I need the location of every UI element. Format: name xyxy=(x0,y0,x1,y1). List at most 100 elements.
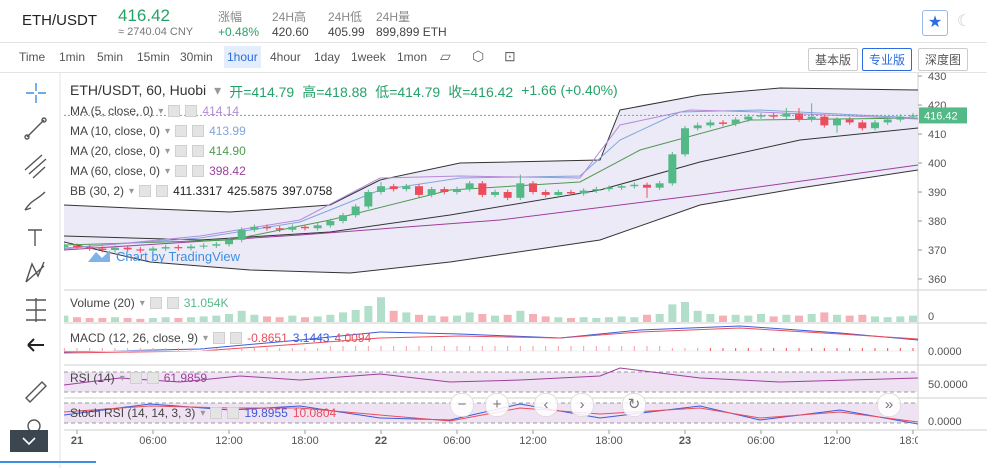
tool-icon[interactable]: ▱ xyxy=(440,48,451,64)
indicator-close[interactable] xyxy=(192,145,205,157)
interval-button[interactable]: 1hour xyxy=(224,46,261,68)
candle-body xyxy=(212,244,221,246)
volume-bar xyxy=(187,317,195,322)
view-button[interactable]: 专业版 xyxy=(862,48,913,71)
bb-lower xyxy=(64,169,918,274)
indicator-label: RSI (14) xyxy=(70,371,115,385)
candle-body xyxy=(693,125,702,129)
indicator-settings[interactable] xyxy=(175,165,188,177)
candle-body xyxy=(896,116,905,120)
zoom-out[interactable]: − xyxy=(450,393,474,417)
indicator-value: 425.5875 xyxy=(227,184,278,198)
stat-label: 24H低 xyxy=(328,10,363,24)
indicator-menu: ▾ xyxy=(203,332,209,344)
candle-body xyxy=(339,215,347,222)
volume-bar xyxy=(795,315,803,322)
divider xyxy=(0,72,987,73)
x-tick-label: 12:00 xyxy=(519,435,547,447)
candle-body xyxy=(567,192,575,194)
volume-bar xyxy=(820,312,829,322)
scroll-left[interactable]: ‹ xyxy=(534,393,558,417)
indicator-close[interactable] xyxy=(192,125,205,137)
favorite-button[interactable]: ★ xyxy=(922,10,948,36)
candle-body xyxy=(630,184,639,187)
tool-icon[interactable]: ⊡ xyxy=(504,48,516,64)
volume-bar xyxy=(250,314,259,322)
candle-body xyxy=(909,115,917,117)
indicator-settings[interactable] xyxy=(210,407,223,419)
indicator-settings[interactable] xyxy=(175,145,188,157)
candle-body xyxy=(782,113,791,117)
volume-bar xyxy=(440,316,449,322)
drawing-tools xyxy=(24,83,47,433)
indicator-settings[interactable] xyxy=(149,297,162,309)
legend-ohlc: 低=414.79 xyxy=(375,84,441,100)
candle-body xyxy=(579,190,588,194)
x-tick-label: 06:00 xyxy=(747,435,775,447)
candle-body xyxy=(136,249,145,251)
interval-button[interactable]: Time xyxy=(19,50,46,64)
candle-body xyxy=(85,247,94,249)
indicator-close[interactable] xyxy=(166,297,179,309)
volume-bar xyxy=(402,312,411,322)
indicator-settings[interactable] xyxy=(139,185,152,197)
volume-bar xyxy=(858,314,867,322)
view-button[interactable]: 深度图 xyxy=(918,48,969,71)
pane-axis-label: 0.0000 xyxy=(928,346,962,358)
indicator-close[interactable] xyxy=(146,372,159,384)
indicator-settings[interactable] xyxy=(129,372,142,384)
candle-body xyxy=(161,247,170,249)
interval-button[interactable]: 4hour xyxy=(270,50,301,64)
indicator-settings[interactable] xyxy=(175,125,188,137)
indicator-close[interactable] xyxy=(192,165,205,177)
indicator-close[interactable] xyxy=(230,332,243,344)
theme-button[interactable]: ☾ xyxy=(956,13,972,30)
volume-bar xyxy=(225,314,233,322)
interval-button[interactable]: 5min xyxy=(97,50,124,64)
candle-body xyxy=(617,186,626,188)
reset[interactable]: ↻ xyxy=(622,393,646,417)
indicator-close[interactable] xyxy=(227,407,240,419)
pane-dividers xyxy=(64,289,987,431)
interval-button[interactable]: 15min xyxy=(137,50,170,64)
interval-button[interactable]: 1mon xyxy=(397,50,428,64)
candle-body xyxy=(389,186,398,190)
y-tick-label: 360 xyxy=(928,274,946,286)
indicator-value: 10.0804 xyxy=(292,406,337,420)
indicator-settings[interactable] xyxy=(213,332,226,344)
volume-bar xyxy=(149,318,157,322)
indicator-close[interactable] xyxy=(185,105,198,117)
indicator-close[interactable] xyxy=(156,185,169,197)
volume-bar xyxy=(769,316,778,322)
indicator-label: BB (30, 2) xyxy=(70,184,125,198)
volume-bar xyxy=(757,314,765,322)
indicator-legend: MA (60, close, 0) ▾ 398.42 xyxy=(70,164,246,178)
scroll-right[interactable]: › xyxy=(570,393,594,417)
candle-body xyxy=(149,248,157,251)
scroll-end[interactable]: » xyxy=(877,393,901,417)
candle-body xyxy=(440,189,449,193)
candle-body xyxy=(263,226,271,229)
candle-body xyxy=(719,122,727,124)
zoom-in[interactable]: + xyxy=(485,393,509,417)
volume-bar xyxy=(199,316,208,322)
stat-value: +0.48% xyxy=(218,25,260,39)
interval-button[interactable]: 30min xyxy=(180,50,213,64)
interval-button[interactable]: 1min xyxy=(59,50,86,64)
candle-body xyxy=(326,221,335,226)
tool-icon[interactable]: ⬡ xyxy=(472,48,485,64)
candle-body xyxy=(313,225,322,229)
view-button[interactable]: 基本版 xyxy=(808,48,859,71)
collapse-button[interactable] xyxy=(10,430,48,452)
candle-body xyxy=(453,189,461,193)
candle-body xyxy=(187,246,195,249)
divider xyxy=(0,42,987,43)
volume-bar xyxy=(782,314,791,322)
indicator-settings[interactable] xyxy=(168,105,181,117)
volume-bar xyxy=(389,310,398,322)
volume-bar xyxy=(427,315,436,322)
volume-bar xyxy=(275,317,284,322)
interval-button[interactable]: 1day xyxy=(314,50,341,64)
volume-bar xyxy=(605,317,613,322)
interval-button[interactable]: 1week xyxy=(351,50,386,64)
